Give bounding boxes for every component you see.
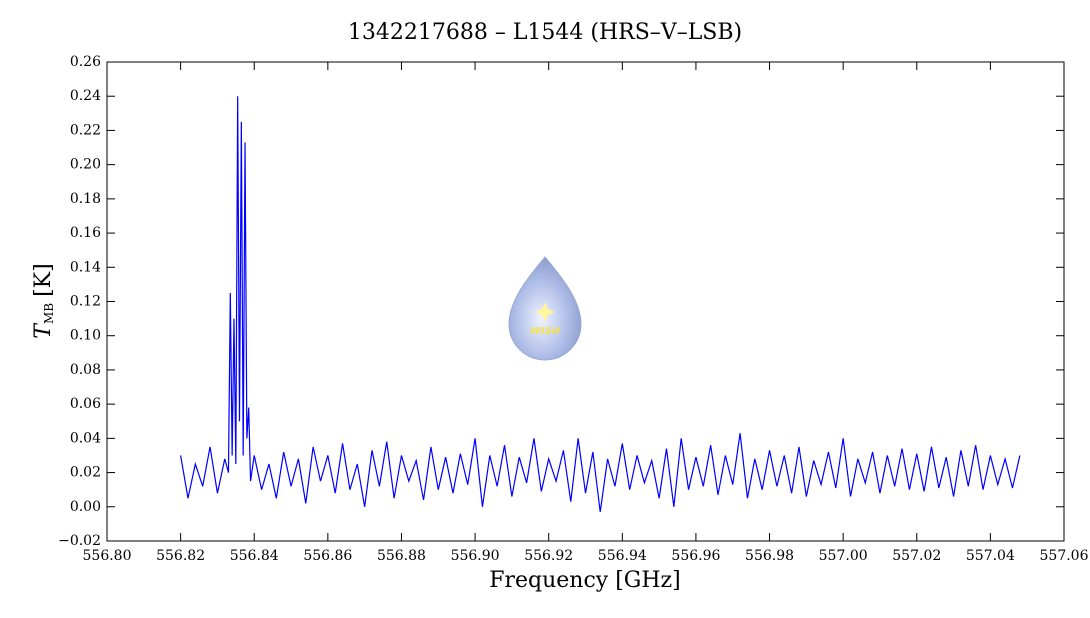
watermark-text: WISH: [530, 326, 561, 337]
x-tick-label: 557.06: [1040, 548, 1089, 564]
y-tick-label: 0.08: [70, 362, 101, 378]
x-tick-label: 556.86: [303, 548, 352, 564]
x-tick-label: 557.00: [819, 548, 868, 564]
y-tick-label: 0.00: [70, 499, 101, 515]
y-tick-label: 0.02: [70, 465, 101, 481]
y-label-sub: MB: [42, 303, 56, 324]
y-axis-label: TMB [K]: [31, 263, 56, 338]
y-label-main: T: [31, 322, 56, 339]
y-tick-label: 0.22: [70, 122, 101, 138]
x-tick-label: 556.96: [671, 548, 720, 564]
y-tick-label: 0.12: [70, 294, 101, 310]
x-tick-label: 557.04: [966, 548, 1015, 564]
chart-title: 1342217688 – L1544 (HRS–V–LSB): [348, 20, 742, 45]
x-tick-label: 556.80: [83, 548, 132, 564]
y-tick-label: 0.16: [70, 225, 101, 241]
x-tick-label: 556.98: [745, 548, 794, 564]
y-label-unit: [K]: [31, 263, 56, 297]
x-axis-label: Frequency [GHz]: [489, 568, 681, 593]
x-tick-label: 556.84: [230, 548, 279, 564]
x-tick-label: 556.82: [156, 548, 205, 564]
x-tick-label: 556.88: [377, 548, 426, 564]
y-tick-label: 0.20: [70, 157, 101, 173]
y-tick-label: 0.18: [70, 191, 101, 207]
y-tick-label: 0.04: [70, 430, 101, 446]
x-tick-label: 556.90: [451, 548, 500, 564]
y-tick-label: 0.24: [70, 88, 101, 104]
y-tick-label: 0.14: [70, 259, 101, 275]
y-tick-label: 0.26: [70, 54, 101, 70]
watermark-logo: WISH: [508, 256, 582, 361]
spectrum-line: [180, 96, 1021, 513]
y-tick-label: −0.02: [58, 533, 101, 549]
x-tick-label: 556.94: [598, 548, 647, 564]
y-tick-label: 0.10: [70, 328, 101, 344]
x-tick-label: 557.02: [892, 548, 941, 564]
x-tick-label: 556.92: [524, 548, 573, 564]
y-tick-label: 0.06: [70, 396, 101, 412]
